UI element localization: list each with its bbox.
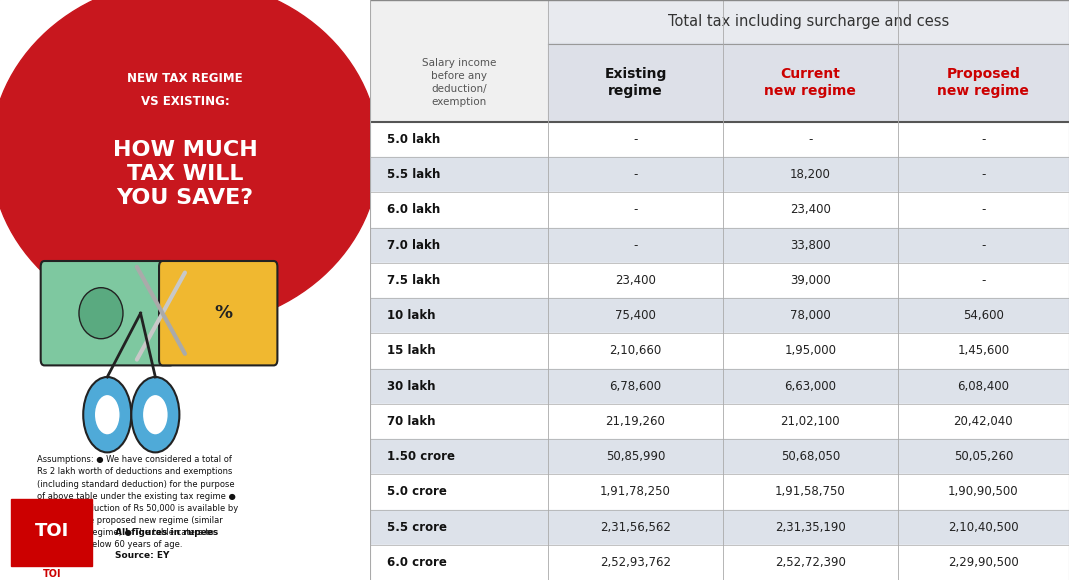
Bar xyxy=(370,298,1069,334)
Bar xyxy=(370,439,1069,474)
Text: 2,10,660: 2,10,660 xyxy=(609,345,662,357)
Text: 2,31,56,562: 2,31,56,562 xyxy=(600,521,671,534)
Bar xyxy=(370,404,1069,439)
Text: 1.50 crore: 1.50 crore xyxy=(387,450,455,463)
Text: 5.0 lakh: 5.0 lakh xyxy=(387,133,440,146)
Circle shape xyxy=(83,377,131,452)
Text: 1,90,90,500: 1,90,90,500 xyxy=(948,485,1019,498)
Text: 2,10,40,500: 2,10,40,500 xyxy=(948,521,1019,534)
Bar xyxy=(548,44,723,122)
Text: 6.0 crore: 6.0 crore xyxy=(387,556,447,569)
Text: Proposed
new regime: Proposed new regime xyxy=(938,67,1029,98)
Bar xyxy=(11,499,92,566)
Text: TOI: TOI xyxy=(34,521,68,540)
Text: 33,800: 33,800 xyxy=(790,238,831,252)
Text: -: - xyxy=(981,274,986,287)
Text: 50,85,990: 50,85,990 xyxy=(606,450,665,463)
Text: NEW TAX REGIME: NEW TAX REGIME xyxy=(127,72,243,85)
Text: 1,45,600: 1,45,600 xyxy=(958,345,1009,357)
Text: 6,08,400: 6,08,400 xyxy=(958,380,1009,393)
Text: 23,400: 23,400 xyxy=(615,274,656,287)
Bar xyxy=(370,368,1069,404)
Text: 2,29,90,500: 2,29,90,500 xyxy=(948,556,1019,569)
Text: 50,05,260: 50,05,260 xyxy=(954,450,1013,463)
Text: -: - xyxy=(633,168,638,181)
Text: 7.5 lakh: 7.5 lakh xyxy=(387,274,440,287)
Text: 5.5 crore: 5.5 crore xyxy=(387,521,447,534)
Text: 54,600: 54,600 xyxy=(963,309,1004,322)
Text: 6,78,600: 6,78,600 xyxy=(609,380,662,393)
Ellipse shape xyxy=(79,288,123,339)
Text: 5.5 lakh: 5.5 lakh xyxy=(387,168,440,181)
Circle shape xyxy=(94,394,120,435)
Text: 2,52,72,390: 2,52,72,390 xyxy=(775,556,846,569)
Circle shape xyxy=(131,377,180,452)
Text: 7.0 lakh: 7.0 lakh xyxy=(387,238,440,252)
Bar xyxy=(370,263,1069,298)
Bar xyxy=(723,44,898,122)
Text: 2,52,93,762: 2,52,93,762 xyxy=(600,556,671,569)
Text: 6.0 lakh: 6.0 lakh xyxy=(387,204,440,216)
Text: Source: EY: Source: EY xyxy=(114,551,169,560)
Text: Assumptions: ● We have considered a total of
Rs 2 lakh worth of deductions and e: Assumptions: ● We have considered a tota… xyxy=(37,455,238,549)
Text: Current
new regime: Current new regime xyxy=(764,67,856,98)
Text: -: - xyxy=(808,133,812,146)
Text: -: - xyxy=(981,204,986,216)
Text: %: % xyxy=(215,304,233,322)
Text: -: - xyxy=(633,238,638,252)
Text: 78,000: 78,000 xyxy=(790,309,831,322)
Bar xyxy=(370,509,1069,545)
Text: VS EXISTING:: VS EXISTING: xyxy=(140,95,230,108)
Text: 2,31,35,190: 2,31,35,190 xyxy=(775,521,846,534)
Text: 1,91,58,750: 1,91,58,750 xyxy=(775,485,846,498)
Text: Total tax including surcharge and cess: Total tax including surcharge and cess xyxy=(668,14,949,29)
Bar xyxy=(898,44,1069,122)
Text: -: - xyxy=(981,238,986,252)
Text: 21,19,260: 21,19,260 xyxy=(606,415,666,428)
Text: -: - xyxy=(633,204,638,216)
Bar xyxy=(370,334,1069,368)
Text: 75,400: 75,400 xyxy=(615,309,656,322)
Text: 15 lakh: 15 lakh xyxy=(387,345,436,357)
Bar xyxy=(370,545,1069,580)
Text: -: - xyxy=(981,168,986,181)
Bar xyxy=(370,474,1069,509)
Bar xyxy=(370,122,1069,157)
Text: 70 lakh: 70 lakh xyxy=(387,415,436,428)
Circle shape xyxy=(142,394,168,435)
Text: HOW MUCH
TAX WILL
YOU SAVE?: HOW MUCH TAX WILL YOU SAVE? xyxy=(112,140,258,208)
Text: -: - xyxy=(981,133,986,146)
Text: Salary income
before any
deduction/
exemption: Salary income before any deduction/ exem… xyxy=(422,59,496,107)
FancyBboxPatch shape xyxy=(159,261,277,365)
Text: 21,02,100: 21,02,100 xyxy=(780,415,840,428)
Text: -: - xyxy=(633,133,638,146)
Bar xyxy=(370,44,548,122)
Bar xyxy=(548,0,1069,44)
Text: 30 lakh: 30 lakh xyxy=(387,380,436,393)
Text: TOI: TOI xyxy=(43,569,61,579)
Ellipse shape xyxy=(0,0,379,328)
FancyBboxPatch shape xyxy=(41,261,174,365)
Bar xyxy=(370,227,1069,263)
Bar xyxy=(370,0,548,44)
Text: 20,42,040: 20,42,040 xyxy=(954,415,1013,428)
Text: 10 lakh: 10 lakh xyxy=(387,309,436,322)
Text: 23,400: 23,400 xyxy=(790,204,831,216)
Bar xyxy=(370,193,1069,227)
Text: 1,91,78,250: 1,91,78,250 xyxy=(600,485,671,498)
Text: Existing
regime: Existing regime xyxy=(604,67,667,98)
Text: 6,63,000: 6,63,000 xyxy=(785,380,836,393)
Text: 50,68,050: 50,68,050 xyxy=(780,450,840,463)
Text: All figures in rupees: All figures in rupees xyxy=(114,528,218,537)
Text: 5.0 crore: 5.0 crore xyxy=(387,485,447,498)
Text: 39,000: 39,000 xyxy=(790,274,831,287)
Bar xyxy=(370,157,1069,193)
Text: 1,95,000: 1,95,000 xyxy=(785,345,836,357)
Text: 18,200: 18,200 xyxy=(790,168,831,181)
